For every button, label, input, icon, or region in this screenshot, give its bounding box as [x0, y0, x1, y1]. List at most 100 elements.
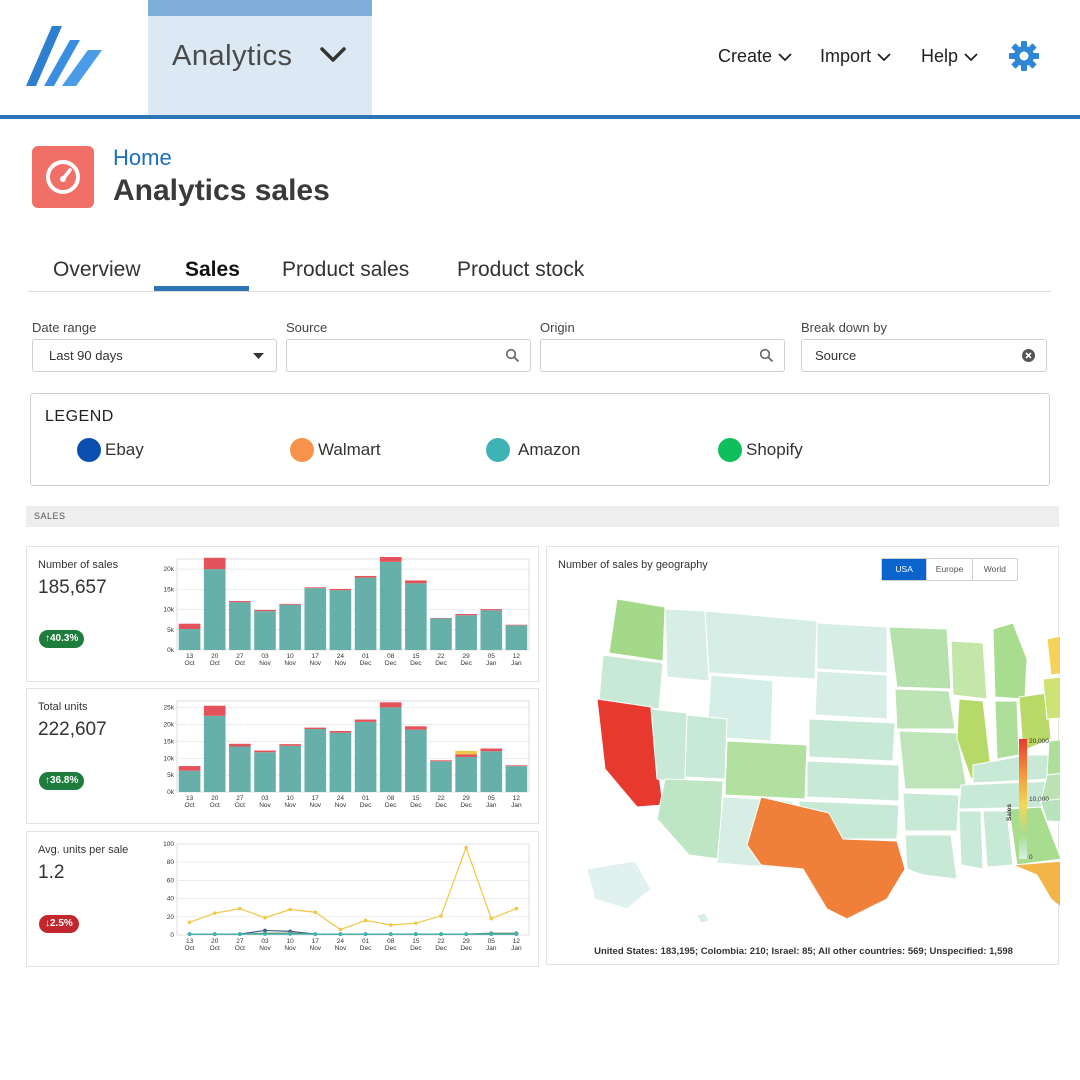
- x-tick-label: 03: [261, 938, 269, 945]
- legend-label: Shopify: [746, 440, 803, 459]
- series-point-3: [313, 932, 318, 936]
- x-tick-label: Oct: [210, 660, 220, 667]
- state-south-dakota: [814, 670, 888, 720]
- x-tick-label: 01: [362, 938, 370, 945]
- y-tick-label: 15k: [164, 586, 175, 593]
- x-tick-label: Dec: [460, 802, 472, 809]
- bar-segment-1: [279, 744, 301, 746]
- x-tick-label: Dec: [410, 802, 422, 809]
- bar-segment-1: [178, 766, 201, 771]
- bar-segment-1: [379, 702, 402, 708]
- bar-segment-0: [354, 721, 377, 792]
- date-range-select[interactable]: Last 90 days: [32, 339, 277, 372]
- bar-segment-0: [329, 590, 352, 650]
- bar-segment-0: [430, 618, 452, 650]
- x-tick-label: 08: [387, 795, 395, 802]
- bar-segment-1: [329, 730, 352, 733]
- create-menu[interactable]: Create: [718, 46, 792, 67]
- brand-logo-icon[interactable]: [26, 26, 104, 86]
- x-tick-label: 22: [437, 653, 445, 660]
- usa-choropleth-map[interactable]: 20,000 10,000 0 Sales: [547, 569, 1060, 949]
- help-menu[interactable]: Help: [921, 46, 978, 67]
- geo-tab-usa[interactable]: USA: [882, 559, 928, 580]
- x-tick-label: 05: [488, 653, 496, 660]
- breadcrumb-home-link[interactable]: Home: [113, 145, 172, 170]
- source-search-input[interactable]: [286, 339, 531, 372]
- series-point-3: [489, 932, 494, 936]
- tab-overview[interactable]: Overview: [53, 258, 141, 281]
- series-point-3: [388, 932, 393, 936]
- bar-segment-1: [178, 623, 201, 629]
- sales-bar-chart: 0k5k10k15k20k13Oct20Oct27Oct03Nov10Nov17…: [164, 556, 530, 667]
- x-tick-label: 29: [463, 938, 471, 945]
- state-florida: [1012, 860, 1060, 908]
- gear-icon[interactable]: [1008, 40, 1040, 72]
- state-south-carolina: [1038, 795, 1060, 823]
- legend-title: LEGEND: [45, 408, 114, 425]
- x-tick-label: Nov: [335, 945, 347, 952]
- state-new-york: [1046, 635, 1060, 676]
- x-tick-label: 20: [211, 938, 219, 945]
- x-tick-label: 13: [186, 795, 194, 802]
- x-tick-label: 01: [362, 653, 370, 660]
- state-louisiana: [904, 834, 958, 880]
- x-tick-label: Nov: [310, 660, 322, 667]
- state-arizona: [656, 778, 724, 860]
- bar-segment-0: [329, 732, 352, 792]
- bar-segment-0: [254, 752, 276, 792]
- search-icon: [759, 348, 774, 363]
- bar-segment-0: [505, 766, 528, 792]
- y-tick-label: 5k: [167, 627, 175, 634]
- breakdown-select[interactable]: Source: [801, 339, 1047, 372]
- x-tick-label: Oct: [185, 660, 195, 667]
- x-tick-label: 05: [488, 795, 496, 802]
- bar-segment-1: [254, 609, 276, 612]
- x-tick-label: Jan: [511, 660, 522, 667]
- x-tick-label: 12: [513, 795, 521, 802]
- series-point-3: [514, 932, 519, 936]
- series-line-0: [189, 845, 517, 931]
- origin-label: Origin: [540, 320, 575, 335]
- legend-item-amazon[interactable]: Amazon: [486, 438, 580, 462]
- legend-swatch: [486, 438, 510, 462]
- clear-icon[interactable]: [1021, 348, 1036, 363]
- bar-segment-0: [203, 569, 226, 650]
- legend-item-shopify[interactable]: Shopify: [718, 438, 803, 462]
- x-tick-label: 05: [488, 938, 496, 945]
- x-tick-label: 22: [437, 795, 445, 802]
- y-tick-label: 60: [167, 877, 175, 884]
- bar-segment-1: [354, 719, 377, 722]
- y-tick-label: 0k: [167, 789, 175, 796]
- x-tick-label: Nov: [259, 802, 271, 809]
- legend-item-walmart[interactable]: Walmart: [290, 438, 381, 462]
- bar-segment-0: [379, 561, 402, 650]
- geo-tab-europe[interactable]: Europe: [927, 559, 973, 580]
- app-switcher[interactable]: Analytics: [148, 0, 372, 115]
- x-tick-label: 29: [463, 653, 471, 660]
- bar-segment-1: [505, 765, 528, 767]
- tab-product-sales[interactable]: Product sales: [282, 258, 410, 281]
- state-kansas: [806, 760, 900, 802]
- x-tick-label: Jan: [486, 802, 497, 809]
- x-tick-label: 10: [287, 938, 295, 945]
- import-menu[interactable]: Import: [820, 46, 891, 67]
- units-bar-chart: 0k5k10k15k20k25k13Oct20Oct27Oct03Nov10No…: [164, 700, 530, 809]
- legend-item-ebay[interactable]: Ebay: [77, 438, 144, 462]
- x-tick-label: Nov: [284, 802, 296, 809]
- x-tick-label: 03: [261, 795, 269, 802]
- x-tick-label: Dec: [435, 660, 447, 667]
- state-minnesota: [888, 626, 952, 690]
- origin-search-input[interactable]: [540, 339, 785, 372]
- tab-product-stock[interactable]: Product stock: [457, 258, 585, 281]
- x-tick-label: Jan: [486, 945, 497, 952]
- geo-tab-world[interactable]: World: [983, 564, 1006, 574]
- bar-segment-2: [455, 750, 477, 755]
- chevron-down-icon: [778, 52, 792, 61]
- caret-down-icon: [253, 353, 264, 359]
- y-tick-label: 40: [167, 896, 175, 903]
- bar-segment-0: [304, 728, 327, 792]
- x-tick-label: 29: [463, 795, 471, 802]
- x-tick-label: Dec: [385, 660, 397, 667]
- tab-sales[interactable]: Sales: [185, 258, 240, 281]
- x-tick-label: 10: [287, 653, 295, 660]
